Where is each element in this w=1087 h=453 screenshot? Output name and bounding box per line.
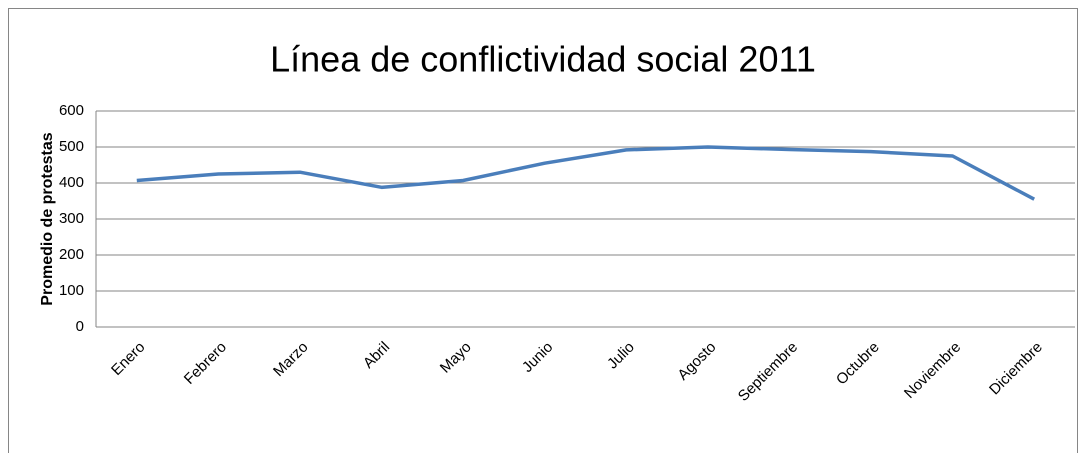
data-line xyxy=(136,145,1036,201)
y-tick-label: 500 xyxy=(59,138,84,155)
y-axis-label: Promedio de protestas xyxy=(39,132,56,305)
chart-title: Línea de conflictividad social 2011 xyxy=(270,39,816,80)
y-tick-label: 400 xyxy=(59,174,84,191)
y-tick-label: 0 xyxy=(76,318,84,335)
chart-frame xyxy=(8,8,1078,453)
y-tick-label: 100 xyxy=(59,282,84,299)
y-tick-label: 200 xyxy=(59,246,84,263)
y-tick-label: 300 xyxy=(59,210,84,227)
y-tick-label: 600 xyxy=(59,102,84,119)
